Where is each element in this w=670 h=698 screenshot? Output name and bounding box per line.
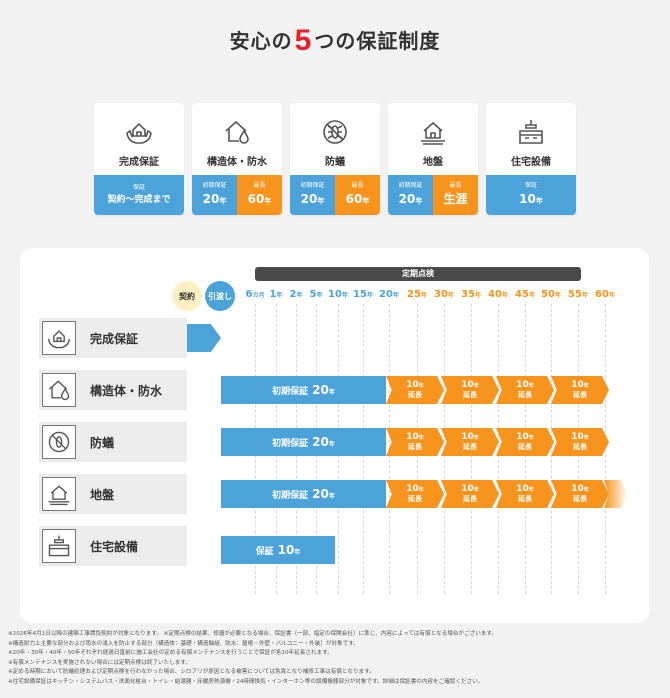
card-kansei: 完成保証 保証 契約〜完成まで bbox=[94, 103, 184, 215]
initial-bar: 初期保証 20年 bbox=[221, 376, 386, 404]
extension-chevron: 10年 延長 bbox=[496, 376, 554, 404]
extension-chevron: 10年 延長 bbox=[551, 376, 609, 404]
extension-chevron: 10年 延長 bbox=[441, 376, 499, 404]
tick-label: 1年 bbox=[269, 289, 283, 300]
extension-chevron: 10年 延長 bbox=[551, 480, 609, 508]
tick-label: 20年 bbox=[379, 289, 399, 300]
guarantee-period: 保証 10年 bbox=[486, 175, 576, 215]
inspection-header: 定期点検 bbox=[255, 267, 581, 281]
initial-bar: 初期保証 20年 bbox=[221, 428, 386, 456]
house-ground-icon bbox=[42, 477, 76, 511]
tick-label: 40年 bbox=[488, 289, 508, 300]
tick-label: 10年 bbox=[328, 289, 348, 300]
page-title: 安心の5 つの保証制度 bbox=[229, 24, 441, 57]
row-kansei: 完成保証 bbox=[39, 318, 187, 358]
kitchen-icon bbox=[42, 529, 76, 563]
extension-chevron: 10年 延長 bbox=[386, 480, 444, 508]
hands-house-icon bbox=[94, 117, 184, 147]
guarantee-timeline: 定期点検 契約 引渡し 6カ月 1年 2年 5年 10年 15年 20年 25年 30年 35年 4… bbox=[20, 248, 649, 623]
handover-badge: 引渡し bbox=[205, 281, 235, 311]
house-ground-icon bbox=[388, 117, 478, 147]
initial-guarantee: 初期保証 20年 bbox=[192, 175, 237, 215]
grid-line bbox=[498, 304, 499, 594]
house-drop-icon bbox=[42, 373, 76, 407]
row-bogi: 防蟻 bbox=[39, 422, 187, 462]
initial-bar: 初期保証 20年 bbox=[221, 480, 386, 508]
card-kouzoutai: 構造体・防水 初期保証 20年 最長 60年 bbox=[192, 103, 282, 215]
extension-chevron: 10年 延長 bbox=[496, 428, 554, 456]
extension-chevron: 10年 延長 bbox=[441, 480, 499, 508]
footnotes: ※2026年4月1日以降の建築工事請負契約が対象となります。 ※定期点検の結果、… bbox=[8, 631, 498, 685]
tick-label: 2年 bbox=[289, 289, 303, 300]
hands-house-icon bbox=[42, 321, 76, 355]
initial-guarantee: 初期保証 20年 bbox=[290, 175, 335, 215]
max-guarantee: 最長 60年 bbox=[335, 175, 380, 215]
extension-chevron: 10年 延長 bbox=[441, 428, 499, 456]
grid-line bbox=[551, 304, 552, 594]
card-bogi: 防蟻 初期保証 20年 最長 60年 bbox=[290, 103, 380, 215]
tick-label: 35年 bbox=[461, 289, 481, 300]
extension-chevron: 10年 延長 bbox=[386, 376, 444, 404]
guarantee-cards: 完成保証 保証 契約〜完成まで 構造体・防水 初期保証 20年 最長 60年 防蟻 初… bbox=[94, 103, 576, 215]
max-guarantee: 最長 生涯 bbox=[433, 175, 478, 215]
extension-chevron: 10年 延長 bbox=[386, 428, 444, 456]
card-setsubi: 住宅設備 保証 10年 bbox=[486, 103, 576, 215]
kitchen-icon bbox=[486, 117, 576, 147]
card-jiban: 地盤 初期保証 20年 最長 生涯 bbox=[388, 103, 478, 215]
tick-label: 55年 bbox=[568, 289, 588, 300]
tick-label: 30年 bbox=[434, 289, 454, 300]
tick-label: 6カ月 bbox=[245, 289, 265, 300]
no-termite-icon bbox=[290, 117, 380, 147]
tick-label: 50年 bbox=[541, 289, 561, 300]
extension-chevron: 10年 延長 bbox=[496, 480, 554, 508]
house-drop-icon bbox=[192, 117, 282, 147]
tick-label: 45年 bbox=[515, 289, 535, 300]
contract-badge: 契約 bbox=[172, 281, 202, 311]
row-kouzoutai: 構造体・防水 bbox=[39, 370, 187, 410]
guarantee-period: 保証 契約〜完成まで bbox=[94, 175, 184, 215]
tick-label: 5年 bbox=[309, 289, 323, 300]
extension-chevron: 10年 延長 bbox=[551, 428, 609, 456]
row-jiban: 地盤 bbox=[39, 474, 187, 514]
initial-guarantee: 初期保証 20年 bbox=[388, 175, 433, 215]
row-setsubi: 住宅設備 bbox=[39, 526, 187, 566]
max-guarantee: 最長 60年 bbox=[237, 175, 282, 215]
no-termite-icon bbox=[42, 425, 76, 459]
tick-label: 60年 bbox=[595, 289, 615, 300]
tick-label: 25年 bbox=[407, 289, 427, 300]
setsubi-bar: 保証 10年 bbox=[221, 536, 335, 564]
tick-label: 15年 bbox=[353, 289, 373, 300]
kansei-arrow bbox=[187, 324, 221, 352]
